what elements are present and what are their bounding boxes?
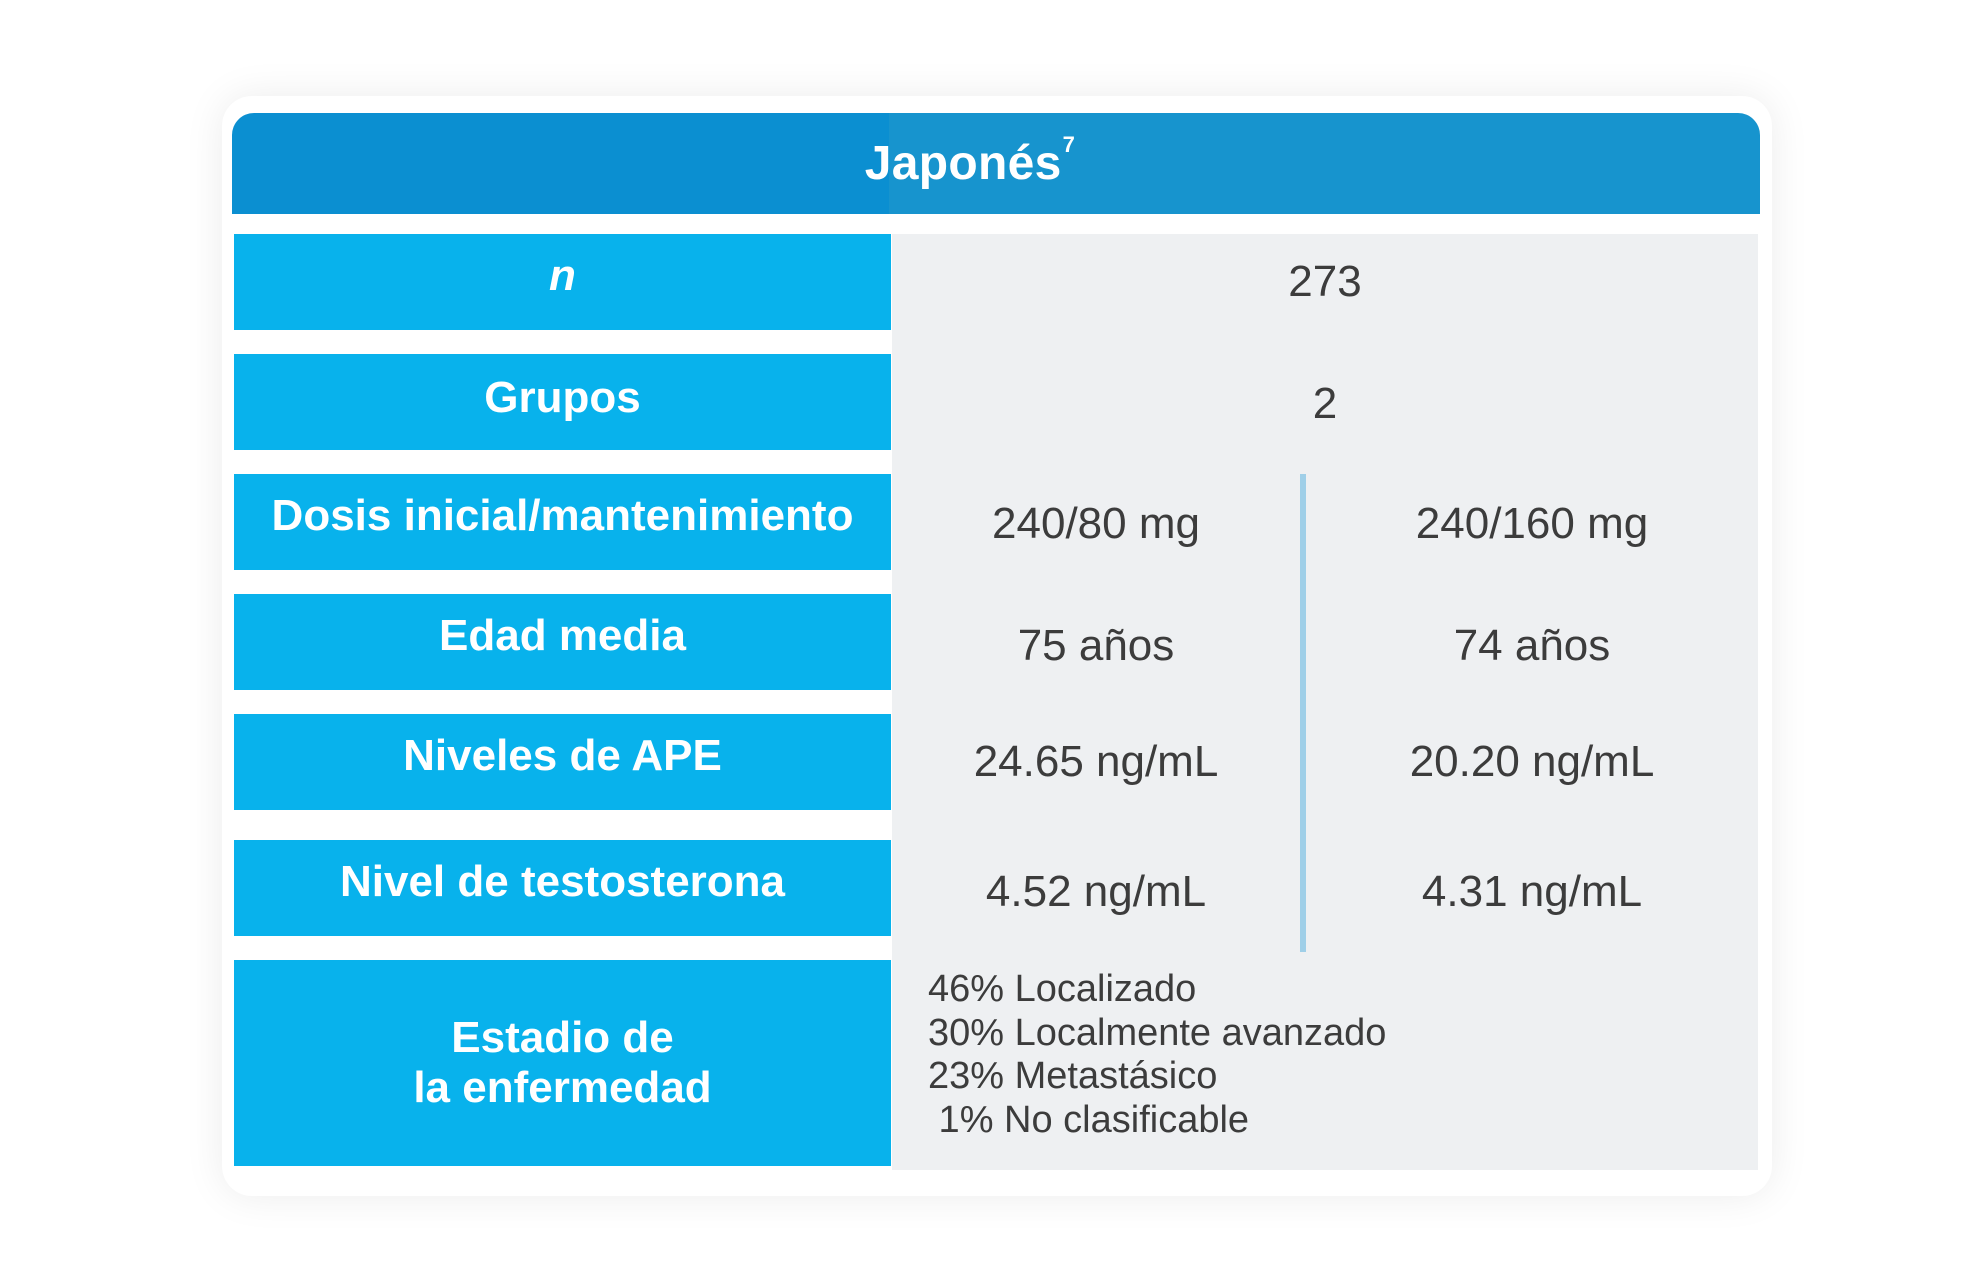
header-title-text: Japonés [864,137,1062,190]
row-label-n-text: n [549,251,576,300]
row-label-ape-text: Niveles de APE [403,731,722,780]
estadio-item: 23% Metastásico [928,1055,1218,1097]
value-edad-a: 75 años [1017,621,1175,670]
value-testosterona-a: 4.52 ng/mL [985,867,1207,916]
column-divider [1300,474,1306,952]
row-label-estadio-line1: Estadio de [451,1013,674,1062]
row-label-estadio-line2: la enfermedad [413,1063,712,1112]
row-label-testosterona-text: Nivel de testosterona [339,857,786,906]
value-dosis-b: 240/160 mg [1415,499,1649,548]
value-dosis-a: 240/80 mg [992,499,1200,548]
value-edad-b: 74 años [1453,621,1611,670]
estadio-item: 1% No clasificable [928,1098,1250,1141]
value-ape-b: 20.20 ng/mL [1409,737,1655,786]
estadio-list: 46% Localizado 30% Localmente avanzado 2… [928,968,1386,1142]
row-label-testosterona: Nivel de testosterona [234,840,891,936]
row-label-grupos-text: Grupos [484,373,641,422]
value-testosterona-b: 4.31 ng/mL [1421,867,1643,916]
row-label-grupos: Grupos [234,354,891,450]
values-background [892,234,1758,1170]
value-grupos: 2 [1312,379,1338,428]
row-label-estadio: Estadio de la enfermedad [234,960,891,1166]
row-label-dosis: Dosis inicial/mantenimiento [234,474,891,570]
estadio-item: 30% Localmente avanzado [928,1011,1387,1054]
row-label-edad-text: Edad media [439,611,686,660]
estadio-item: 46% Localizado [928,968,1197,1010]
row-label-edad: Edad media [234,594,891,690]
row-label-n: n [234,234,891,330]
value-ape-a: 24.65 ng/mL [973,737,1219,786]
value-n: 273 [1288,257,1362,306]
header-footnote: 7 [1062,132,1076,157]
row-label-dosis-text: Dosis inicial/mantenimiento [271,491,854,540]
header-title: Japonés7 [864,132,1075,191]
table-header: Japonés7 [232,113,1760,214]
row-label-ape: Niveles de APE [234,714,891,810]
